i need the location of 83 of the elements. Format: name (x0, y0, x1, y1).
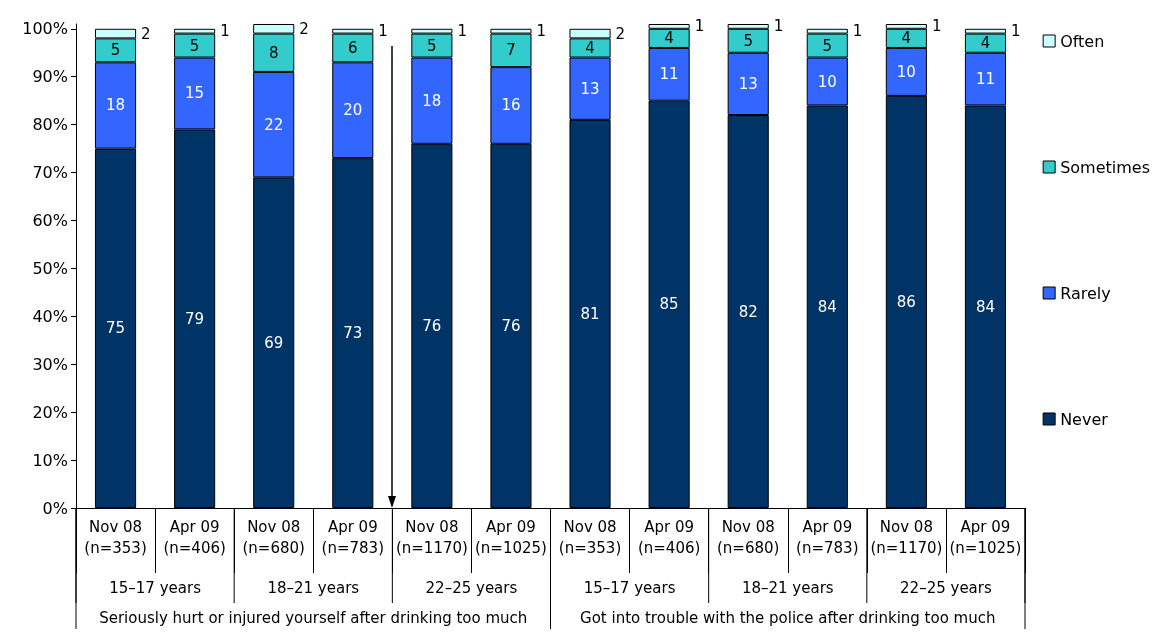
x-tick-label: Nov 08 (n=353) (84, 517, 147, 557)
y-tick-label: 60% (32, 210, 68, 230)
y-tick-label: 100% (22, 19, 68, 39)
x-tick-label: Apr 09 (n=783) (321, 517, 384, 557)
data-label: 1 (457, 22, 467, 41)
data-label: 11 (659, 65, 679, 84)
data-label: 20 (343, 101, 363, 120)
data-label: 5 (822, 36, 833, 55)
text: 18–21 years (267, 579, 360, 597)
data-label: 2 (299, 19, 309, 38)
data-label: 16 (501, 96, 521, 115)
data-label: 1 (536, 22, 547, 41)
data-label: 5 (110, 41, 121, 60)
y-tick-label: 20% (32, 402, 68, 422)
data-label: 1 (220, 22, 230, 41)
data-label: 22 (264, 115, 284, 134)
data-label: 4 (664, 29, 674, 48)
data-label: 11 (975, 70, 996, 89)
x-tick-label: Apr 09 (n=1025) (474, 517, 547, 557)
data-label: 6 (348, 38, 358, 57)
data-label: 5 (189, 36, 200, 55)
data-label: 18 (422, 91, 442, 110)
data-label: 85 (659, 295, 679, 314)
text: 15–17 years (583, 579, 676, 597)
legend-label: Rarely (1060, 283, 1111, 303)
data-label: 84 (975, 297, 996, 316)
data-label: 1 (378, 22, 388, 41)
x-tick-label: Nov 08 (n=680) (717, 517, 780, 557)
data-label: 5 (743, 31, 753, 50)
data-label: 4 (585, 38, 595, 57)
y-tick-label: 30% (32, 354, 68, 374)
legend-label: Sometimes (1060, 157, 1150, 177)
data-label: 4 (901, 29, 912, 48)
y-tick-label: 80% (32, 115, 68, 135)
x-tick-label: Apr 09 (n=406) (637, 517, 701, 557)
y-tick-label: 90% (32, 67, 68, 87)
text: Got into trouble with the police after drinking too much (580, 609, 996, 627)
y-tick-label: 70% (32, 163, 68, 183)
data-label: 84 (817, 297, 837, 316)
x-tick-label: Nov 08 (n=353) (558, 517, 622, 557)
text: Seriously hurt or injured yourself after drinking too much (99, 609, 528, 627)
data-label: 10 (896, 62, 916, 81)
text: 15–17 years (109, 579, 202, 597)
x-tick-label: Apr 09 (n=406) (163, 517, 226, 557)
x-tick-label: Nov 08 (n=1170) (395, 517, 468, 557)
data-label: 1 (852, 22, 863, 41)
data-label: 8 (268, 43, 279, 62)
data-label: 18 (105, 96, 126, 115)
data-label: 15 (185, 84, 205, 103)
x-tick-label: Nov 08 (n=680) (242, 517, 305, 557)
data-label: 69 (264, 333, 284, 352)
data-label: 79 (185, 309, 205, 328)
data-label: 1 (1011, 22, 1021, 41)
data-label: 86 (896, 292, 916, 311)
data-label: 5 (427, 36, 437, 55)
y-tick-label: 10% (32, 450, 68, 470)
data-label: 1 (931, 17, 942, 36)
x-tick-label: Nov 08 (n=1170) (870, 517, 943, 557)
data-label: 10 (817, 72, 837, 91)
text: 22–25 years (425, 579, 518, 597)
data-label: 76 (501, 316, 521, 335)
data-label: 75 (105, 319, 126, 338)
data-label: 2 (615, 24, 626, 43)
x-tick-label: Apr 09 (n=783) (796, 517, 859, 557)
data-label: 4 (980, 34, 991, 53)
text: 18–21 years (741, 579, 834, 597)
text: 22–25 years (900, 579, 992, 597)
data-label: 7 (506, 41, 516, 60)
x-tick-label: Apr 09 (n=1025) (949, 517, 1022, 557)
y-tick-label: 0% (42, 498, 68, 518)
data-label: 2 (141, 24, 151, 43)
data-label: 73 (343, 324, 363, 343)
data-label: 82 (738, 302, 758, 321)
data-label: 76 (422, 316, 442, 335)
legend-label: Never (1060, 409, 1109, 429)
data-label: 13 (738, 74, 758, 93)
data-label: 81 (580, 304, 600, 323)
y-tick-label: 40% (32, 306, 68, 326)
data-label: 1 (694, 17, 705, 36)
data-label: 13 (580, 79, 600, 98)
data-label: 1 (773, 17, 784, 36)
legend-label: Often (1060, 31, 1105, 51)
y-tick-label: 50% (32, 258, 68, 278)
